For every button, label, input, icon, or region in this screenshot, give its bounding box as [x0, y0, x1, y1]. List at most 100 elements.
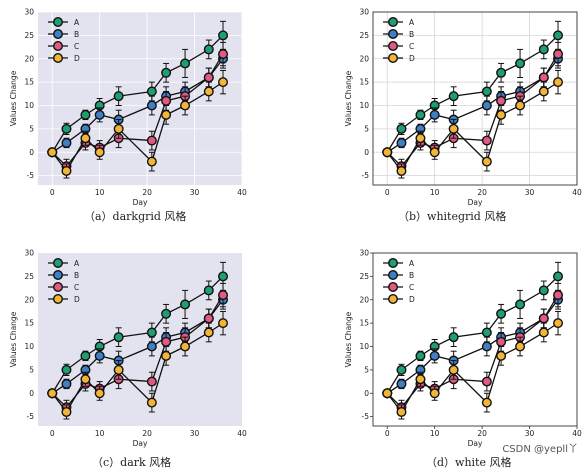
legend-marker-c	[53, 282, 64, 293]
legend-marker-a	[388, 258, 399, 269]
y-tick-label: 5	[364, 124, 369, 133]
data-point-a	[396, 364, 407, 375]
data-point-d	[396, 165, 407, 176]
data-point-a	[218, 30, 229, 41]
data-point-d	[146, 156, 157, 167]
series-line-d	[51, 322, 224, 414]
data-point-a	[80, 350, 91, 361]
y-tick-label: 10	[24, 342, 34, 351]
data-point-d	[161, 350, 172, 361]
data-point-c	[553, 290, 564, 301]
x-tick-label: 40	[572, 429, 582, 438]
x-tick-label: 0	[50, 429, 55, 438]
data-point-d	[146, 397, 157, 408]
data-point-d	[113, 123, 124, 134]
y-tick-label: -5	[27, 171, 35, 180]
data-point-b	[429, 109, 440, 120]
data-point-d	[382, 147, 393, 158]
legend-label-b: B	[409, 271, 414, 280]
x-tick-label: 0	[50, 188, 55, 197]
data-point-a	[481, 327, 492, 338]
y-tick-label: 5	[29, 124, 34, 133]
data-point-a	[61, 364, 72, 375]
data-point-d	[429, 388, 440, 399]
x-tick-label: 10	[95, 188, 105, 197]
data-point-d	[538, 86, 549, 97]
data-point-a	[161, 308, 172, 319]
data-point-a	[448, 332, 459, 343]
y-tick-label: 30	[359, 249, 369, 258]
legend-marker-d	[53, 53, 64, 64]
data-point-a	[538, 44, 549, 55]
x-axis-label: Day	[133, 198, 148, 207]
y-tick-label: 25	[359, 31, 369, 40]
data-point-c	[496, 336, 507, 347]
data-point-d	[94, 147, 105, 158]
data-point-b	[146, 341, 157, 352]
plot-background	[38, 12, 242, 185]
legend-marker-d	[53, 294, 64, 305]
legend-label-b: B	[74, 271, 79, 280]
data-point-d	[203, 327, 214, 338]
legend-marker-b	[53, 270, 64, 281]
plot-background	[373, 12, 577, 185]
series-line-a	[386, 275, 559, 394]
data-point-d	[203, 86, 214, 97]
legend-label-d: D	[409, 54, 415, 63]
data-point-d	[481, 397, 492, 408]
x-tick-label: 0	[385, 188, 390, 197]
data-point-c	[218, 290, 229, 301]
data-point-a	[515, 299, 526, 310]
y-tick-label: 30	[359, 8, 369, 17]
y-tick-label: 10	[359, 342, 369, 351]
y-tick-label: 5	[29, 365, 34, 374]
x-tick-label: 40	[237, 429, 247, 438]
y-axis-label: Values Change	[344, 70, 353, 126]
y-tick-label: -5	[362, 171, 370, 180]
legend-label-a: A	[409, 18, 415, 27]
legend-marker-c	[388, 41, 399, 52]
data-point-d	[553, 77, 564, 88]
data-point-d	[515, 341, 526, 352]
data-point-d	[80, 133, 91, 144]
legend-marker-d	[388, 294, 399, 305]
data-point-d	[180, 341, 191, 352]
legend-marker-a	[388, 17, 399, 28]
legend-marker-b	[388, 270, 399, 281]
data-point-b	[94, 109, 105, 120]
legend-label-b: B	[74, 30, 79, 39]
legend-marker-c	[53, 41, 64, 52]
data-point-c	[218, 49, 229, 60]
data-point-d	[448, 123, 459, 134]
data-point-a	[538, 285, 549, 296]
y-tick-label: 15	[24, 78, 34, 87]
series-line-d	[386, 81, 559, 173]
y-tick-label: 0	[364, 148, 369, 157]
y-tick-label: 10	[359, 101, 369, 110]
data-point-d	[415, 133, 426, 144]
data-point-a	[496, 308, 507, 319]
y-axis-label: Values Change	[9, 311, 18, 367]
data-point-b	[146, 100, 157, 111]
series-line-d	[386, 322, 559, 414]
data-point-b	[396, 137, 407, 148]
data-point-d	[80, 374, 91, 385]
data-point-b	[396, 378, 407, 389]
x-tick-label: 30	[525, 188, 535, 197]
data-point-c	[481, 135, 492, 146]
data-point-c	[146, 135, 157, 146]
data-point-d	[429, 147, 440, 158]
data-point-b	[481, 341, 492, 352]
y-tick-label: 0	[29, 148, 34, 157]
x-axis-label: Day	[468, 198, 483, 207]
series-line-a	[51, 34, 224, 153]
x-tick-label: 0	[385, 429, 390, 438]
data-point-d	[382, 388, 393, 399]
caption-d: （d）white 风格	[426, 456, 512, 469]
y-tick-label: 15	[359, 319, 369, 328]
y-tick-label: 20	[359, 54, 369, 63]
x-tick-label: 20	[477, 429, 487, 438]
data-point-a	[496, 67, 507, 78]
data-point-d	[47, 147, 58, 158]
